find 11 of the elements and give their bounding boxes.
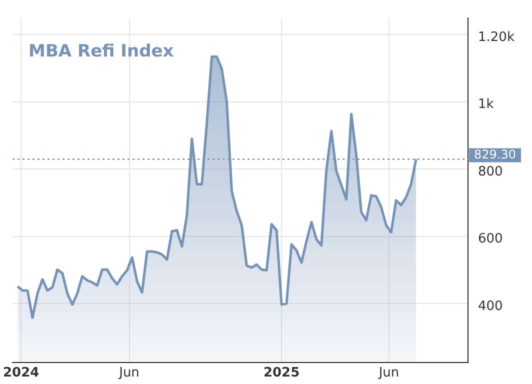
y-tick-label: 1.20k [478, 30, 515, 45]
x-tick-label: 2024 [2, 366, 40, 381]
y-tick-label: 800 [478, 164, 503, 180]
x-tick-label: Jun [118, 366, 140, 381]
x-tick-label: Jun [378, 366, 400, 381]
x-tick-label: 2025 [263, 366, 300, 381]
text: MBA Refi Index [28, 42, 174, 62]
y-tick-label: 400 [478, 298, 503, 314]
y-tick-label: 600 [478, 232, 503, 247]
y-tick-label: 1k [478, 97, 494, 112]
ref-line-label: 829.30 [474, 147, 516, 162]
